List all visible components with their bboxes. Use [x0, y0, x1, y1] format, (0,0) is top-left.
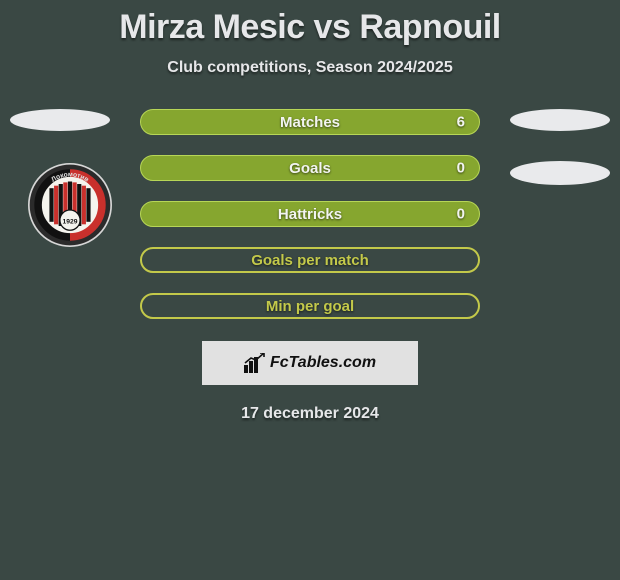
watermark-text: FcTables.com	[270, 354, 376, 372]
stat-bar-min-per-goal: Min per goal	[140, 293, 480, 319]
svg-text:1929: 1929	[63, 218, 78, 225]
stat-label: Min per goal	[266, 298, 354, 315]
stat-bars: Matches 6 Goals 0 Hattricks 0 Goals per …	[140, 109, 480, 319]
date-text: 17 december 2024	[0, 405, 620, 423]
stat-bar-matches: Matches 6	[140, 109, 480, 135]
subtitle: Club competitions, Season 2024/2025	[0, 59, 620, 77]
watermark-icon	[244, 353, 266, 373]
player-left-oval-1	[10, 109, 110, 131]
stat-value: 0	[457, 206, 465, 223]
stat-value: 6	[457, 114, 465, 131]
stat-bar-hattricks: Hattricks 0	[140, 201, 480, 227]
stat-label: Goals	[289, 160, 331, 177]
stat-bar-goals: Goals 0	[140, 155, 480, 181]
stat-label: Matches	[280, 114, 340, 131]
page-title: Mirza Mesic vs Rapnouil	[0, 0, 620, 47]
player-right-oval-2	[510, 161, 610, 185]
player-right-oval-1	[510, 109, 610, 131]
stat-value: 0	[457, 160, 465, 177]
content-area: 1929 Локомотив Matches 6 Goals 0 Hattric…	[0, 109, 620, 423]
watermark: FcTables.com	[202, 341, 418, 385]
club-badge: 1929 Локомотив	[28, 163, 112, 247]
stat-bar-goals-per-match: Goals per match	[140, 247, 480, 273]
stat-label: Goals per match	[251, 252, 369, 269]
stat-label: Hattricks	[278, 206, 342, 223]
